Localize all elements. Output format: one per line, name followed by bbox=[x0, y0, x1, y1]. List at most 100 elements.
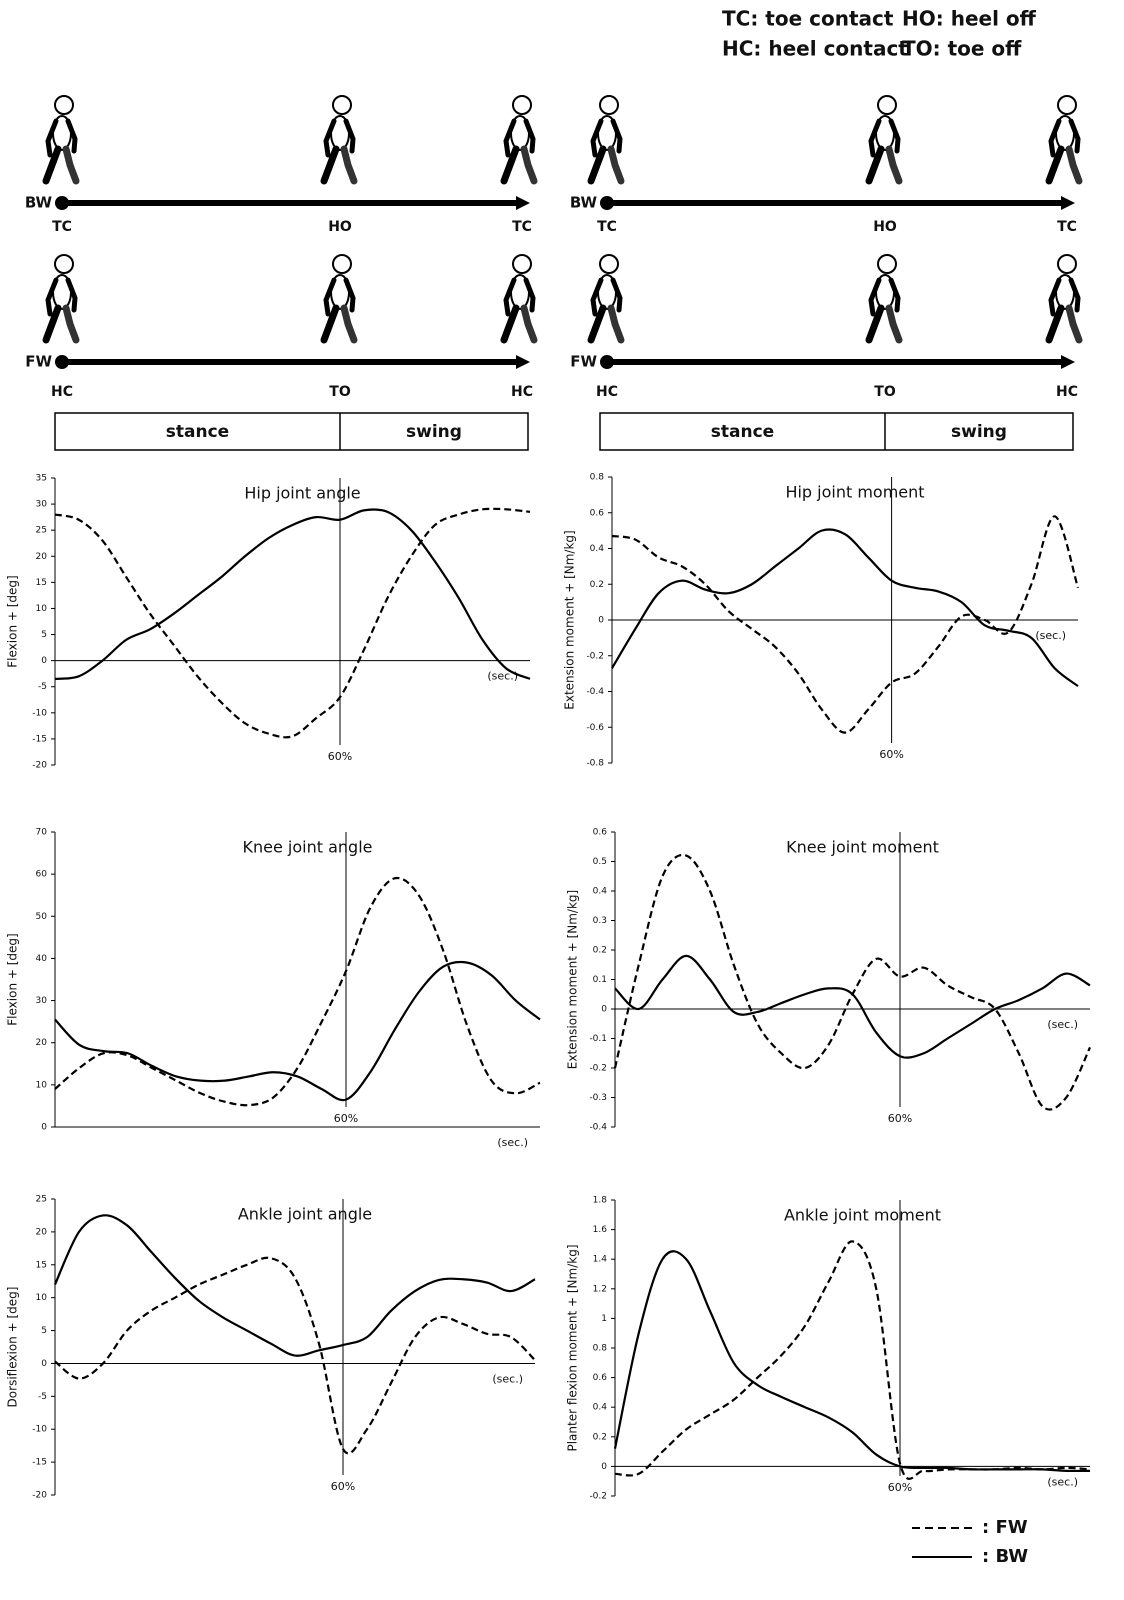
x-unit-label: (sec.) bbox=[492, 1372, 523, 1385]
walker-head bbox=[1058, 255, 1076, 273]
y-tick-label: 1 bbox=[601, 1314, 607, 1324]
phase-marker-label: 60% bbox=[334, 1112, 358, 1125]
y-tick-label: 1.8 bbox=[593, 1196, 608, 1206]
y-tick-label: -10 bbox=[32, 1425, 47, 1435]
row-label: FW bbox=[25, 353, 52, 371]
y-tick-label: -20 bbox=[32, 1491, 47, 1501]
phase-marker-label: 60% bbox=[888, 1481, 912, 1494]
y-tick-label: 0 bbox=[601, 1005, 607, 1015]
walker-head bbox=[333, 96, 351, 114]
chart-title: Knee joint angle bbox=[243, 838, 373, 857]
y-tick-label: -0.6 bbox=[586, 723, 604, 733]
phase-label: swing bbox=[406, 422, 462, 442]
y-tick-label: 30 bbox=[36, 996, 48, 1006]
y-tick-label: 0.3 bbox=[593, 916, 607, 926]
walker-icon bbox=[869, 255, 899, 340]
y-tick-label: 50 bbox=[36, 912, 48, 922]
legend-label: : BW bbox=[982, 1546, 1028, 1567]
y-axis-label: Dorsiflexion + [deg] bbox=[6, 1287, 20, 1408]
walker-leg bbox=[344, 308, 354, 340]
walker-icon bbox=[46, 96, 76, 181]
y-tick-label: 0.4 bbox=[593, 887, 608, 897]
event-label: TC bbox=[597, 219, 617, 235]
phase-marker-label: 60% bbox=[331, 1480, 355, 1493]
walker-icon bbox=[324, 255, 354, 340]
y-tick-label: -0.1 bbox=[589, 1034, 607, 1044]
y-tick-label: -0.2 bbox=[589, 1492, 607, 1502]
walker-leg bbox=[524, 149, 534, 181]
y-axis-label: Planter flexion moment + [Nm/kg] bbox=[566, 1244, 580, 1451]
y-axis-label: Extension moment + [Nm/kg] bbox=[566, 890, 580, 1069]
walker-icon bbox=[869, 96, 899, 181]
x-unit-label: (sec.) bbox=[487, 670, 518, 683]
walker-leg bbox=[889, 308, 899, 340]
y-tick-label: 20 bbox=[36, 1038, 48, 1048]
walker-icon bbox=[324, 96, 354, 181]
event-label: TO bbox=[874, 384, 896, 400]
y-tick-label: 0.4 bbox=[590, 544, 605, 554]
walker-head bbox=[513, 96, 531, 114]
phase-label: stance bbox=[166, 422, 229, 442]
walker-icon bbox=[1049, 255, 1079, 340]
series-line bbox=[615, 956, 1090, 1058]
chart-title: Ankle joint moment bbox=[784, 1206, 941, 1225]
x-unit-label: (sec.) bbox=[1047, 1475, 1078, 1488]
walker-head bbox=[55, 96, 73, 114]
event-label: HO bbox=[328, 219, 352, 235]
y-tick-label: 1.6 bbox=[593, 1225, 608, 1235]
arrow-head bbox=[516, 355, 530, 369]
y-tick-label: 20 bbox=[36, 1227, 48, 1237]
y-tick-label: 30 bbox=[36, 500, 48, 510]
series-line bbox=[55, 962, 540, 1100]
y-tick-label: -0.8 bbox=[586, 759, 604, 769]
y-tick-label: 0.2 bbox=[590, 580, 604, 590]
event-label: TC bbox=[52, 219, 72, 235]
y-tick-label: -20 bbox=[32, 761, 47, 771]
series-line bbox=[55, 1215, 535, 1355]
walker-head bbox=[333, 255, 351, 273]
chart-title: Hip joint angle bbox=[244, 484, 360, 503]
walker-leg bbox=[1069, 149, 1079, 181]
walker-head bbox=[600, 255, 618, 273]
walker-icon bbox=[504, 96, 534, 181]
y-axis-label: Flexion + [deg] bbox=[6, 575, 20, 667]
y-axis-label: Extension moment + [Nm/kg] bbox=[563, 530, 577, 709]
series-line bbox=[615, 855, 1090, 1110]
walker-leg bbox=[524, 308, 534, 340]
y-tick-label: -0.2 bbox=[589, 1064, 607, 1074]
walker-head bbox=[1058, 96, 1076, 114]
y-tick-label: 0 bbox=[41, 656, 47, 666]
y-axis-label: Flexion + [deg] bbox=[6, 933, 20, 1025]
series-line bbox=[55, 878, 540, 1105]
y-tick-label: 0.2 bbox=[593, 1432, 607, 1442]
event-label: HC bbox=[51, 384, 73, 400]
y-tick-label: 0.6 bbox=[590, 508, 605, 518]
y-tick-label: 25 bbox=[36, 1195, 47, 1205]
event-label: TO bbox=[329, 384, 351, 400]
abbreviation: TC: toe contact bbox=[722, 7, 894, 31]
series-line bbox=[615, 1251, 1090, 1471]
y-tick-label: 70 bbox=[36, 828, 48, 838]
arrow-head bbox=[1061, 355, 1075, 369]
abbreviation: TO: toe off bbox=[902, 37, 1022, 61]
y-tick-label: -0.4 bbox=[589, 1123, 607, 1133]
y-tick-label: -15 bbox=[32, 734, 47, 744]
y-tick-label: 0.6 bbox=[593, 828, 608, 838]
x-unit-label: (sec.) bbox=[1035, 629, 1066, 642]
y-tick-label: 5 bbox=[41, 1326, 47, 1336]
arrow-head bbox=[516, 196, 530, 210]
walker-leg bbox=[611, 308, 621, 340]
phase-label: stance bbox=[711, 422, 774, 442]
walker-icon bbox=[591, 255, 621, 340]
y-tick-label: 10 bbox=[36, 1293, 48, 1303]
arrow-head bbox=[1061, 196, 1075, 210]
abbreviation: HC: heel contact bbox=[722, 37, 908, 61]
event-label: TC bbox=[1057, 219, 1077, 235]
row-label: FW bbox=[570, 353, 597, 371]
y-tick-label: 20 bbox=[36, 552, 48, 562]
y-tick-label: 15 bbox=[36, 1260, 47, 1270]
chart-title: Ankle joint angle bbox=[238, 1205, 372, 1224]
y-tick-label: -0.3 bbox=[589, 1093, 607, 1103]
chart-title: Knee joint moment bbox=[786, 838, 939, 857]
y-tick-label: 0.8 bbox=[590, 473, 605, 483]
